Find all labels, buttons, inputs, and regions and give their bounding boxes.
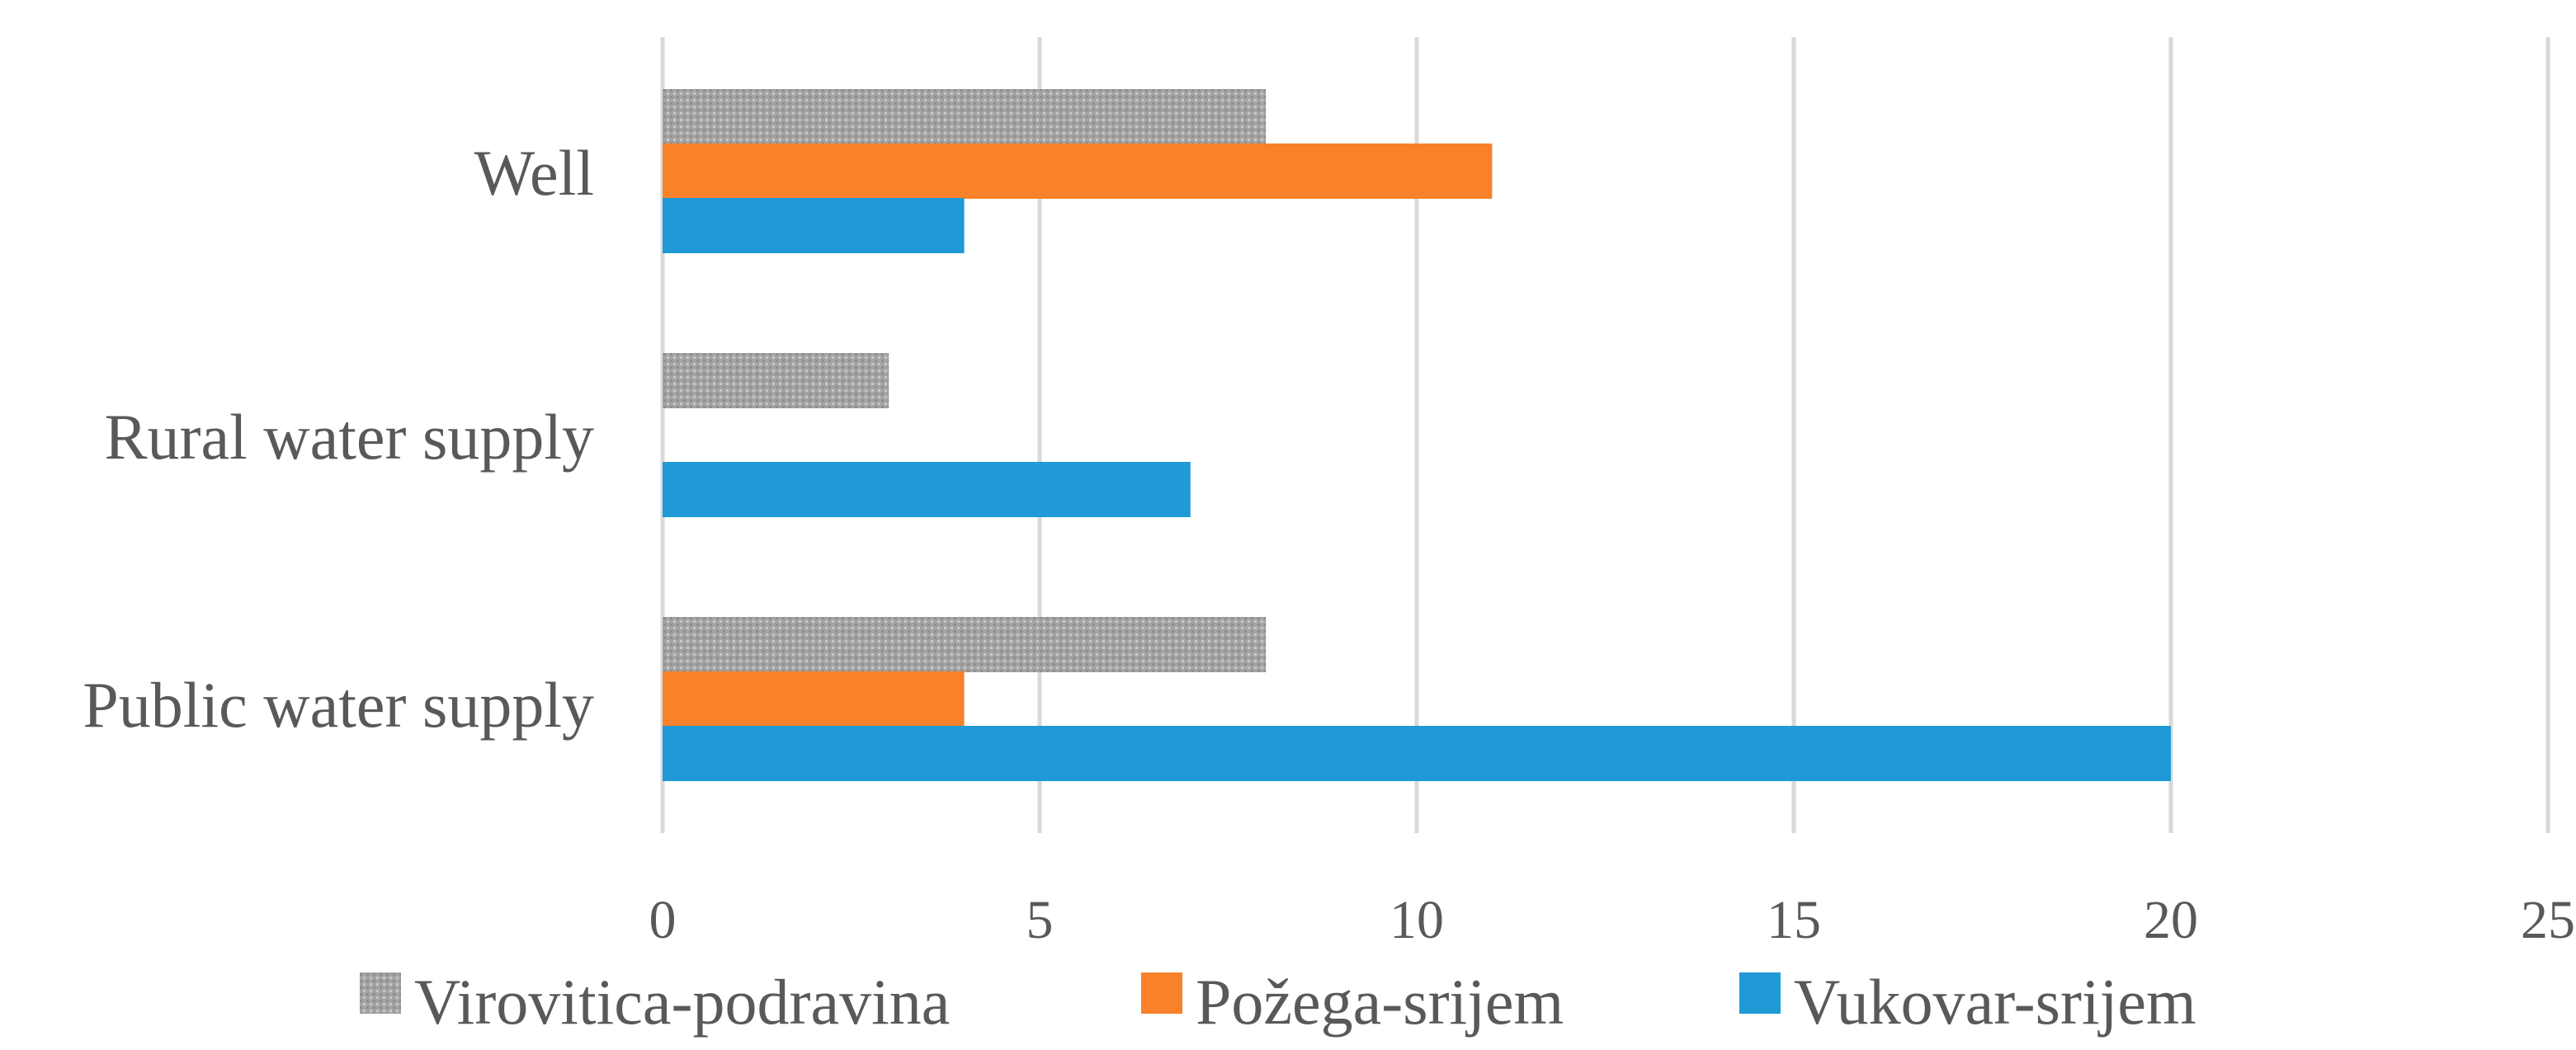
x-tick-label: 20 [2144, 890, 2198, 950]
bar-public-water-supply-vukovar-srijem [663, 726, 2171, 781]
category-label-rural-water-supply: Rural water supply [104, 401, 594, 473]
bar-well-virovitica-podravina [663, 89, 1267, 144]
legend-label-virovitica-podravina: Virovitica-podravina [414, 966, 950, 1038]
bar-rural-water-supply-vukovar-srijem [663, 462, 1191, 517]
category-label-well: Well [474, 137, 594, 209]
legend-swatch-vukovar-srijem [1739, 972, 1781, 1014]
bar-well-vukovar-srijem [663, 198, 965, 253]
legend-label-vukovar-srijem: Vukovar-srijem [1794, 966, 2196, 1038]
bar-well-pozega-srijem [663, 144, 1493, 199]
legend-swatch-virovitica-podravina [360, 972, 401, 1014]
x-axis-tick-labels: 0 5 10 15 20 25 [649, 890, 2576, 950]
x-tick-label: 5 [1026, 890, 1054, 950]
bar-rural-water-supply-virovitica-podravina [663, 353, 889, 408]
x-tick-label: 25 [2521, 890, 2575, 950]
x-tick-label: 10 [1389, 890, 1444, 950]
bar-public-water-supply-pozega-srijem [663, 671, 965, 727]
legend-label-pozega-srijem: Požega-srijem [1196, 966, 1564, 1038]
legend-swatch-pozega-srijem [1141, 972, 1182, 1014]
x-tick-label: 0 [649, 890, 677, 950]
category-label-public-water-supply: Public water supply [83, 669, 594, 741]
bars [663, 89, 2171, 781]
category-labels: Well Rural water supply Public water suppl… [83, 137, 594, 741]
bar-public-water-supply-virovitica-podravina [663, 617, 1267, 672]
legend: Virovitica-podravina Požega-srijem Vukov… [360, 966, 2196, 1038]
x-tick-label: 15 [1767, 890, 1821, 950]
